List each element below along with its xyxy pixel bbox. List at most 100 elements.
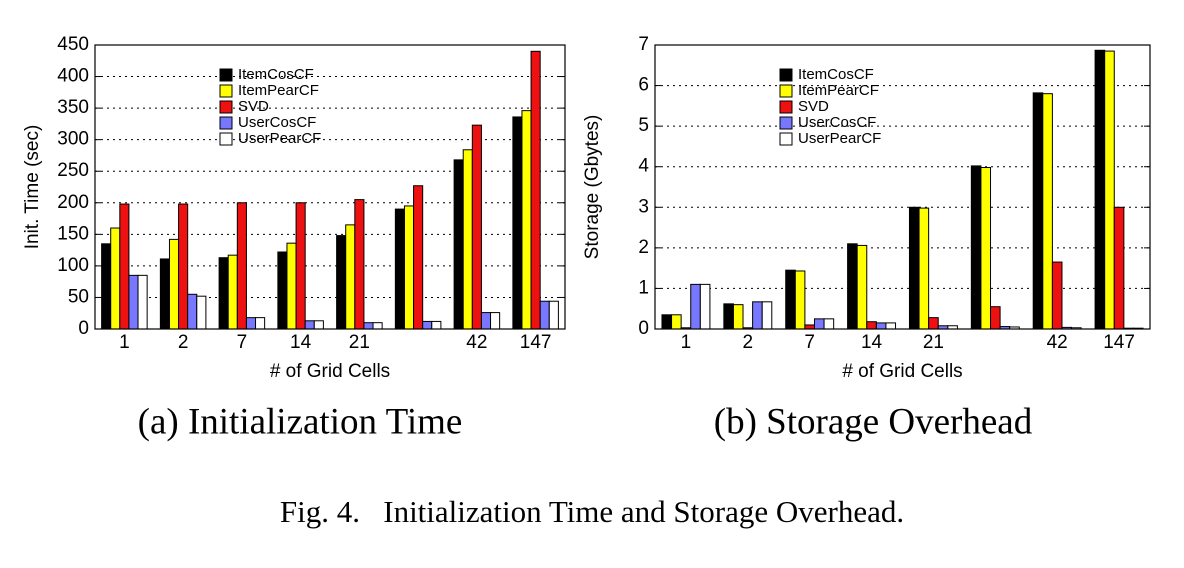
bar	[431, 320, 442, 330]
x-tick-label: 21	[923, 332, 944, 353]
legend-swatch	[219, 100, 233, 114]
legend-swatch	[219, 116, 233, 130]
bar	[661, 314, 673, 330]
x-tick-label: 21	[349, 332, 370, 353]
bar	[101, 243, 112, 330]
bar	[286, 242, 297, 330]
bar	[422, 320, 433, 330]
bar	[255, 317, 266, 330]
legend-label: SVD	[798, 98, 829, 115]
x-tick-label: 1	[681, 332, 692, 353]
bar	[363, 322, 374, 330]
bar	[980, 167, 992, 330]
y-tick-label: 0	[78, 318, 89, 339]
x-tick-label: 147	[1103, 332, 1135, 353]
x-axis-label: # of Grid Cells	[842, 361, 962, 382]
y-tick-label: 50	[68, 286, 89, 307]
bar	[490, 312, 501, 330]
legend-swatch	[779, 84, 793, 98]
bar	[218, 257, 229, 330]
y-tick-label: 1	[638, 277, 649, 298]
legend-label: ItemCosCF	[798, 66, 874, 83]
bar	[480, 312, 492, 330]
y-tick-label: 350	[57, 97, 89, 118]
y-axis-label: Init. Time (sec)	[22, 125, 43, 250]
x-tick-label: 147	[520, 332, 552, 353]
bar	[866, 321, 877, 330]
y-tick-label: 4	[638, 156, 649, 177]
bar	[168, 238, 180, 330]
x-axis-label: # of Grid Cells	[270, 361, 390, 382]
x-tick-label: 2	[178, 332, 189, 353]
bar	[304, 320, 315, 330]
y-tick-label: 100	[57, 255, 89, 276]
y-tick-label: 2	[638, 237, 649, 258]
bar	[403, 205, 415, 330]
figure-caption: Fig. 4. Initialization Time and Storage …	[280, 494, 904, 529]
bar	[196, 295, 207, 330]
x-tick-label: 1	[119, 332, 130, 353]
legend-swatch	[219, 68, 233, 82]
bar	[908, 206, 920, 330]
bar	[847, 243, 858, 330]
y-tick-label: 0	[638, 318, 649, 339]
y-tick-label: 6	[638, 75, 649, 96]
bar	[856, 244, 868, 330]
bar	[187, 293, 198, 330]
legend-label: ItemPearCF	[798, 82, 879, 99]
bar	[928, 317, 939, 330]
bar	[227, 254, 238, 330]
bar	[413, 185, 424, 330]
x-tick-label: 42	[466, 332, 487, 353]
bar	[394, 208, 405, 330]
bar	[1104, 50, 1115, 330]
bar	[453, 159, 464, 330]
bar	[823, 318, 835, 330]
subcaption: (b) Storage Overhead	[714, 401, 1033, 442]
legend-label: UserCosCF	[238, 114, 316, 131]
bar	[295, 202, 306, 330]
bar	[918, 207, 930, 330]
legend-swatch	[779, 100, 793, 114]
bar	[178, 203, 189, 330]
bar	[236, 202, 247, 330]
bar	[110, 227, 121, 330]
bar	[671, 314, 682, 330]
legend-label: UserPearCF	[798, 130, 881, 147]
x-tick-label: 42	[1047, 332, 1068, 353]
y-tick-label: 150	[57, 223, 89, 244]
plot-frame	[654, 44, 1151, 330]
y-tick-label: 5	[638, 115, 649, 136]
legend-swatch	[779, 116, 793, 130]
legend-label: SVD	[238, 98, 269, 115]
bar	[1051, 261, 1063, 330]
x-tick-label: 2	[743, 332, 754, 353]
bar	[761, 301, 773, 330]
legend-swatch	[219, 132, 233, 146]
bar	[471, 124, 482, 330]
x-tick-label: 14	[861, 332, 883, 353]
y-tick-label: 3	[638, 196, 649, 217]
bar	[1042, 93, 1053, 330]
y-tick-label: 250	[57, 160, 89, 181]
plot-frame	[94, 44, 566, 330]
bar	[277, 251, 288, 330]
bar	[699, 283, 711, 330]
bar	[813, 318, 825, 330]
legend-swatch	[779, 132, 793, 146]
y-tick-label: 7	[638, 34, 649, 55]
bar	[1032, 92, 1044, 330]
legend-label: ItemPearCF	[238, 82, 319, 99]
bar	[462, 149, 473, 330]
bar	[345, 224, 356, 330]
bar	[875, 322, 887, 330]
legend-label: UserPearCF	[238, 130, 321, 147]
y-tick-label: 400	[57, 66, 89, 87]
legend-swatch	[779, 68, 793, 82]
bar	[1113, 206, 1125, 330]
x-tick-label: 14	[290, 332, 312, 353]
bar	[354, 199, 365, 330]
y-tick-label: 200	[57, 192, 89, 213]
bar	[885, 322, 897, 330]
